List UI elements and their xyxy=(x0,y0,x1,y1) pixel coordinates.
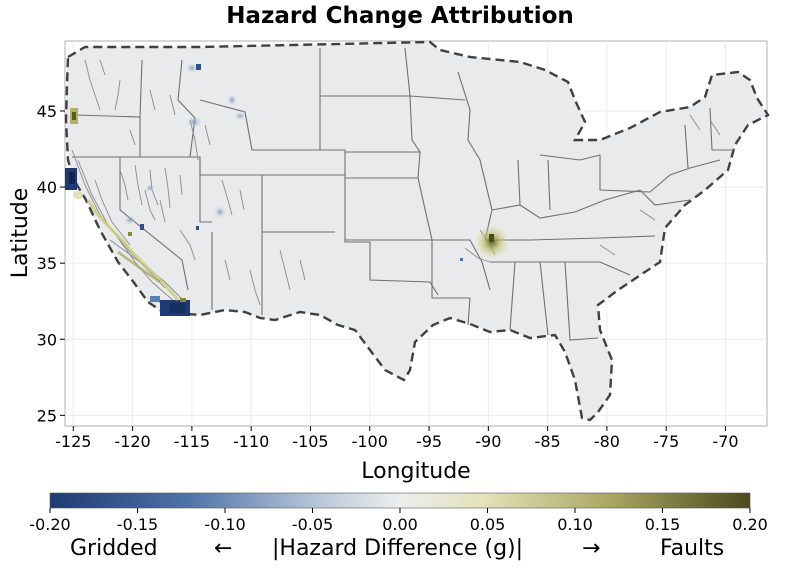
y-axis-ticks: 45 40 35 30 25 xyxy=(37,102,65,425)
y-tick-label: 45 xyxy=(37,102,57,121)
us-land xyxy=(64,40,770,422)
x-axis-ticks: -125 -120 -115 -110 -105 -100 -95 -90 -85 -80 -75 -… xyxy=(55,426,739,451)
y-tick-label: 25 xyxy=(37,406,57,425)
x-tick-label: -100 xyxy=(352,432,388,451)
colorbar-tick-label: -0.15 xyxy=(117,515,158,534)
x-tick-label: -90 xyxy=(475,432,501,451)
colorbar-tick-label: 0.15 xyxy=(645,515,681,534)
x-axis-title: Longitude xyxy=(361,459,470,484)
y-tick-label: 30 xyxy=(37,330,57,349)
state-borders xyxy=(72,47,735,341)
x-tick-label: -110 xyxy=(233,432,269,451)
x-tick-label: -115 xyxy=(174,432,210,451)
colorbar-tick-label: -0.05 xyxy=(292,515,333,534)
x-tick-label: -120 xyxy=(114,432,150,451)
x-tick-label: -70 xyxy=(712,432,738,451)
x-tick-label: -95 xyxy=(416,432,442,451)
colorbar-caption: Gridded ← |Hazard Difference (g)| → Faul… xyxy=(0,536,800,570)
colorbar-tick-label: -0.10 xyxy=(204,515,245,534)
hazard-faults-olive xyxy=(70,108,510,302)
colorbar-tick-label: 0.20 xyxy=(732,515,768,534)
colorbar-ticks: -0.20 -0.15 -0.10 -0.05 0.00 0.05 0.10 0.15 0.20 xyxy=(29,508,768,534)
faults-label: Faults xyxy=(660,536,725,561)
colorbar-tick-label: 0.00 xyxy=(382,515,418,534)
hazard-difference-label: |Hazard Difference (g)| xyxy=(272,536,524,561)
colorbar-tick-label: -0.20 xyxy=(29,515,70,534)
x-tick-label: -75 xyxy=(653,432,679,451)
right-arrow-icon: → xyxy=(582,536,601,561)
x-tick-label: -105 xyxy=(292,432,328,451)
colorbar-tick-label: 0.05 xyxy=(470,515,506,534)
y-axis-title: Latitude xyxy=(8,188,33,279)
x-tick-label: -125 xyxy=(55,432,91,451)
colorbar xyxy=(49,492,751,509)
colorbar-tick-label: 0.10 xyxy=(557,515,593,534)
x-tick-label: -85 xyxy=(535,432,561,451)
y-tick-label: 40 xyxy=(37,178,57,197)
hazard-gridded-blue xyxy=(65,63,463,316)
left-arrow-icon: ← xyxy=(214,536,233,561)
gridded-label: Gridded xyxy=(70,536,158,561)
y-tick-label: 35 xyxy=(37,254,57,273)
x-tick-label: -80 xyxy=(594,432,620,451)
map-title: Hazard Change Attribution xyxy=(226,3,574,29)
